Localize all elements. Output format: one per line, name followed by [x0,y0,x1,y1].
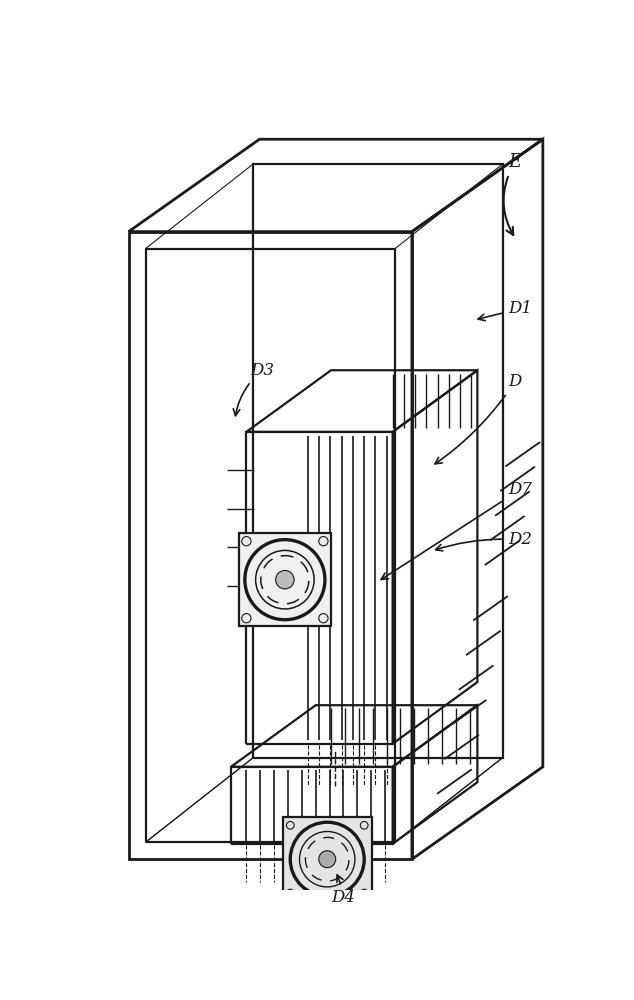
Text: D2: D2 [436,531,532,551]
Text: E: E [503,153,521,235]
Text: D: D [435,373,522,464]
Text: D1: D1 [478,300,532,321]
Text: D7: D7 [381,481,532,579]
Circle shape [319,851,336,868]
Text: D3: D3 [233,362,275,416]
Bar [238,533,331,626]
Circle shape [276,570,294,589]
Text: D4: D4 [331,875,355,906]
Bar [283,817,372,902]
